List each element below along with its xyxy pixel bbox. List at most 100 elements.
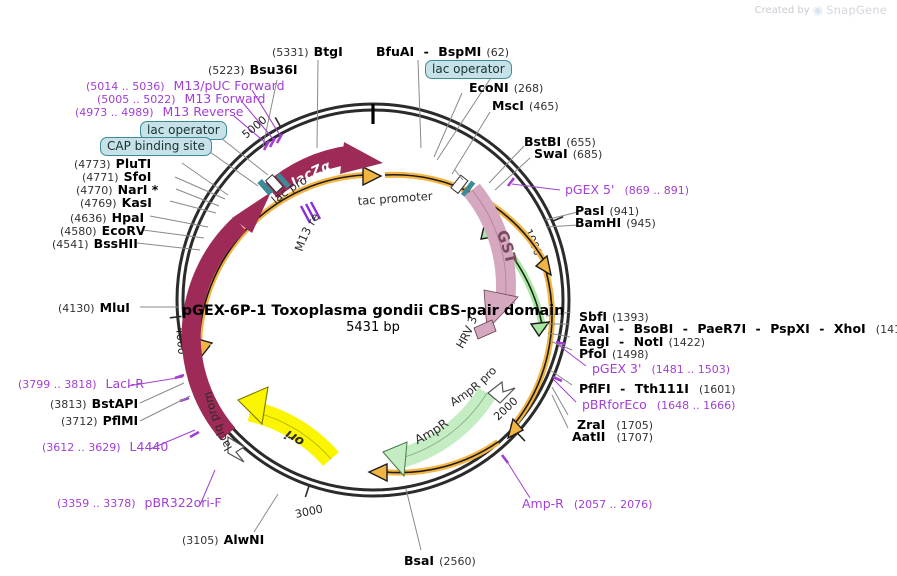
enzyme-name-bsu36I: Bsu36I — [249, 62, 298, 77]
enzyme-label-econI[interactable]: EcoNI (268) — [469, 79, 543, 96]
enzyme-name-hpaI: HpaI — [111, 210, 145, 225]
enzyme-pos-bsaI: (2560) — [439, 555, 476, 568]
primer-leader-lines — [233, 89, 282, 145]
enzyme-label-kasI[interactable]: (4769) KasI — [80, 194, 152, 211]
enzyme-label-bstAPI[interactable]: (3813) BstAPI — [50, 395, 138, 412]
primer-label-pbrforeco[interactable]: pBRforEco (1648 .. 1666) — [582, 398, 735, 412]
enzyme-label-mscI[interactable]: MscI (465) — [492, 97, 559, 114]
enzyme-pos-pasI: (941) — [609, 205, 640, 218]
enzyme-label-ecoRV[interactable]: (4580) EcoRV — [60, 222, 146, 239]
primer-label-m13-reverse[interactable]: (4973 .. 4989) M13 Reverse — [75, 105, 243, 119]
enzyme-name-bfuAI: BfuAI — [376, 44, 415, 59]
enzyme-label-avaI-group[interactable]: AvaI - BsoBI - PaeR7I - PspXI - XhoI (14… — [579, 320, 897, 337]
enzyme-name-sfoI: SfoI — [123, 169, 152, 184]
primer-range-pbr322ori-f: (3359 .. 3378) — [57, 497, 136, 510]
enzyme-label-pluTI[interactable]: (4773) PluTI — [74, 155, 151, 172]
enzyme-label-pflFI-tth111I[interactable]: PflFI - Tth111I (1601) — [579, 380, 736, 397]
enzyme-label-narI[interactable]: (4770) NarI * — [76, 181, 158, 198]
enzyme-label-pfoI[interactable]: PfoI (1498) — [579, 345, 649, 362]
enzyme-label-swaI[interactable]: SwaI (685) — [534, 145, 602, 162]
feature-lacI — [181, 192, 271, 441]
enzyme-pos-swaI: (685) — [572, 148, 603, 161]
enzyme-name-xhoI: XhoI — [833, 321, 866, 336]
feature-box-lac-operator-left[interactable]: lac operator — [140, 121, 227, 140]
primer-name-m13-reverse: M13 Reverse — [162, 104, 244, 119]
enzyme-dash-3: - — [751, 321, 766, 336]
page-title: pGEX-6P-1 Toxoplasma gondii CBS-pair dom… — [181, 303, 565, 319]
enzyme-label-bfuAI-bspMI[interactable]: BfuAI - BspMI (62) — [376, 43, 509, 60]
primer-label-lacI-r[interactable]: (3799 .. 3818) LacI-R — [18, 377, 144, 391]
enzyme-pos-pflMI: (3712) — [61, 415, 98, 428]
snapgene-watermark: Created by ◉ SnapGene — [755, 3, 887, 17]
plasmid-size: 5431 bp — [346, 320, 400, 335]
enzyme-name-pluTI: PluTI — [115, 156, 152, 171]
primer-label-m13-forward[interactable]: (5005 .. 5022) M13 Forward — [97, 92, 265, 106]
ampR-promoter-flag — [487, 380, 516, 404]
enzyme-pos-hpaI: (4636) — [70, 212, 107, 225]
enzyme-dash-1: - — [614, 321, 629, 336]
enzyme-dash-4: - — [814, 321, 829, 336]
enzyme-label-sbfI[interactable]: SbfI (1393) — [579, 308, 649, 325]
enzyme-pos-mluI: (4130) — [58, 302, 95, 315]
enzyme-pos-bamHI: (945) — [626, 217, 656, 230]
enzyme-name-pspXI: PspXI — [770, 321, 810, 336]
primer-name-pgex3: pGEX 3' — [592, 361, 642, 376]
enzyme-label-pasI[interactable]: PasI (941) — [575, 202, 639, 219]
enzyme-name-eagI: EagI — [579, 334, 610, 349]
primer-label-pgex3[interactable]: pGEX 3' (1481 .. 1503) — [592, 362, 730, 376]
enzyme-label-btgI[interactable]: (5331) BtgI — [272, 43, 343, 60]
m13-rev-primer-marker — [299, 201, 322, 224]
enzyme-label-pflMI[interactable]: (3712) PflMI — [61, 412, 138, 429]
primer-label-l4440[interactable]: (3612 .. 3629) L4440 — [42, 440, 168, 454]
enzyme-dash: - — [419, 44, 434, 59]
lac-promoter-marker — [257, 173, 291, 196]
primer-name-pbr322ori-f: pBR322ori-F — [144, 495, 222, 510]
primer-range-pgex3: (1481 .. 1503) — [651, 363, 730, 376]
enzyme-label-mluI[interactable]: (4130) MluI — [58, 299, 130, 316]
enzyme-dash-2: - — [678, 321, 693, 336]
primer-name-amp-r: Amp-R — [522, 496, 564, 511]
enzyme-label-bstBI[interactable]: BstBI (655) — [524, 133, 596, 150]
enzyme-label-alwNI[interactable]: (3105) AlwNI — [182, 531, 264, 548]
enzyme-label-hpaI[interactable]: (4636) HpaI — [70, 209, 144, 226]
enzyme-label-bsu36I[interactable]: (5223) Bsu36I — [208, 61, 298, 78]
primer-name-m13puc-forward: M13/pUC Forward — [173, 78, 285, 93]
enzyme-name-notI: NotI — [633, 334, 664, 349]
enzyme-label-bamHI[interactable]: BamHI (945) — [575, 214, 656, 231]
enzyme-label-bsaI[interactable]: BsaI (2560) — [404, 552, 476, 569]
feature-HRV3C-site — [473, 319, 497, 340]
enzyme-label-bssHII[interactable]: (4541) BssHII — [52, 235, 138, 252]
watermark-prefix: Created by — [754, 4, 810, 16]
feature-box-cap-binding-site[interactable]: CAP binding site — [100, 137, 212, 156]
enzyme-name-btgI: BtgI — [313, 44, 343, 59]
enzyme-label-sfoI[interactable]: (4771) SfoI — [82, 168, 151, 185]
feature-box-lac-operator-top[interactable]: lac operator — [425, 60, 512, 79]
enzyme-pos-xhoI: (1416) — [875, 323, 897, 336]
primer-label-pgex5[interactable]: pGEX 5' (869 .. 891) — [565, 183, 689, 197]
primer-name-lacI-r: LacI-R — [105, 376, 144, 391]
enzyme-dash-5: - — [614, 334, 629, 349]
feature-label-tac-promoter: tac promoter — [357, 189, 433, 208]
enzyme-pos-mscI: (465) — [529, 100, 559, 113]
enzyme-name-kasI: KasI — [121, 195, 152, 210]
primer-range-pbrforeco: (1648 .. 1666) — [656, 399, 736, 412]
feature-ori — [237, 386, 339, 467]
enzyme-pos-narI: (4770) — [76, 184, 113, 197]
enzyme-name-bspMI: BspMI — [438, 44, 482, 59]
feature-AmpR — [382, 387, 496, 478]
enzyme-dash-6: - — [615, 381, 630, 396]
primer-label-pbr322ori-f[interactable]: (3359 .. 3378) pBR322ori-F — [57, 496, 222, 510]
enzyme-pos-pfoI: (1498) — [611, 348, 649, 361]
snapgene-logo-icon: ◉ — [812, 3, 824, 17]
enzyme-label-eagI-notI[interactable]: EagI - NotI (1422) — [579, 333, 705, 350]
enzyme-name-pasI: PasI — [575, 203, 605, 218]
primer-range-m13-reverse: (4973 .. 4989) — [75, 106, 154, 119]
enzyme-label-zraI[interactable]: ZraI (1705) — [577, 416, 653, 433]
primer-label-m13puc-forward[interactable]: (5014 .. 5036) M13/pUC Forward — [86, 79, 285, 93]
enzyme-label-aatII[interactable]: AatII (1707) — [572, 428, 653, 445]
primer-range-lacI-r: (3799 .. 3818) — [18, 378, 97, 391]
enzyme-pos-bsu36I: (5223) — [208, 64, 245, 77]
enzyme-pos-ecoRV: (4580) — [60, 225, 97, 238]
primer-label-amp-r[interactable]: Amp-R (2057 .. 2076) — [522, 497, 652, 511]
